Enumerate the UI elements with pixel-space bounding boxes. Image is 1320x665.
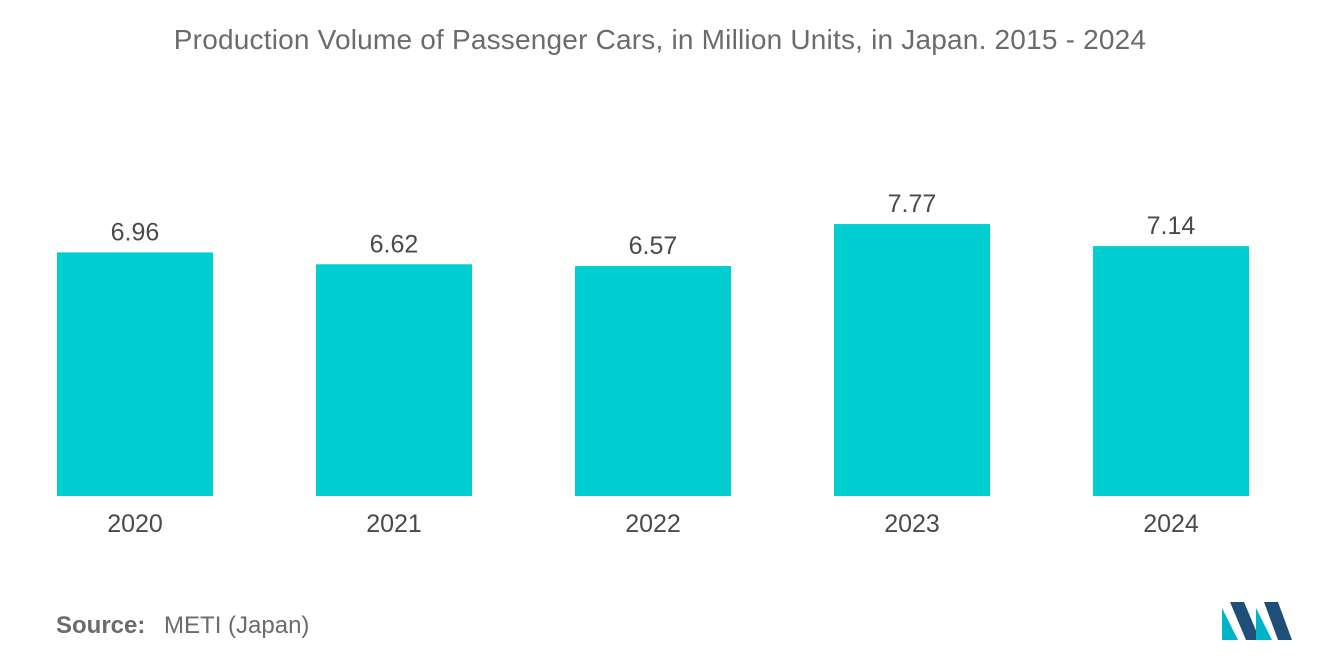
x-tick-label-2021: 2021	[366, 510, 422, 538]
value-label-2022: 6.57	[629, 232, 678, 260]
bar-2021	[316, 264, 472, 496]
x-tick-label-2022: 2022	[625, 510, 681, 538]
source-label: Source:	[56, 612, 146, 639]
bar-2020	[57, 252, 213, 496]
bars-layer	[57, 224, 1249, 497]
mordor-intelligence-logo-icon	[1222, 602, 1292, 640]
bar-2023	[834, 224, 990, 497]
source-text: METI (Japan)	[164, 612, 310, 639]
x-tick-label-2020: 2020	[107, 510, 163, 538]
bar-2022	[575, 266, 731, 496]
x-tick-label-2024: 2024	[1143, 510, 1199, 538]
value-label-2024: 7.14	[1147, 212, 1196, 240]
value-label-2023: 7.77	[888, 190, 937, 218]
bar-chart: 6.96 6.62 6.577.777.14 2020 2021 2022 2023 202…	[57, 190, 1249, 538]
chart-title: Production Volume of Passenger Cars, in …	[173, 24, 1147, 55]
bar-2024	[1093, 246, 1249, 496]
tick-labels-layer: 2020 2021 2022 2023 2024	[107, 510, 1199, 538]
value-labels-layer: 6.96 6.62 6.57 7.77 7.14	[111, 190, 1196, 260]
value-label-2020: 6.96	[111, 218, 160, 246]
source-note: Source: METI (Japan)	[56, 612, 309, 640]
value-label-2021: 6.62	[370, 230, 419, 258]
x-tick-label-2023: 2023	[884, 510, 940, 538]
